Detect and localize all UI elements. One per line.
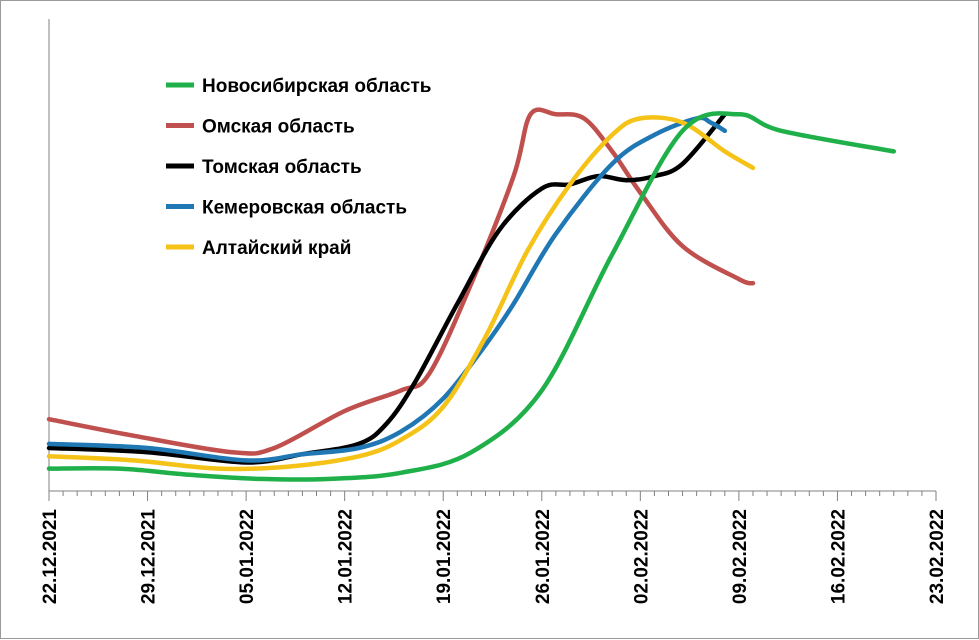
x-tick-label: 29.12.2021	[139, 509, 160, 605]
series-line-4	[46, 115, 728, 463]
legend-label: Алтайский край	[202, 238, 351, 259]
legend: Новосибирская область Омская область Томск…	[166, 76, 431, 259]
series-line-1	[46, 111, 897, 482]
x-tick-label: 12.01.2022	[336, 509, 357, 604]
series-line-2	[46, 107, 756, 456]
series-lines	[46, 107, 897, 482]
x-tick-label: 02.02.2022	[631, 509, 652, 604]
legend-label: Новосибирская область	[202, 76, 431, 97]
x-tick-label: 22.12.2021	[40, 509, 61, 605]
x-tick-label: 09.02.2022	[730, 509, 751, 604]
legend-label: Кемеровская область	[202, 198, 407, 219]
legend-label: Омская область	[202, 117, 355, 138]
x-tick-label: 16.02.2022	[828, 509, 849, 604]
legend-label: Томская область	[202, 157, 362, 178]
x-axis: 22.12.2021 29.12.2021 05.01.2022 12.01.2022…	[40, 19, 948, 604]
x-tick-label: 23.02.2022	[927, 509, 948, 604]
x-tick-label: 19.01.2022	[434, 509, 455, 604]
x-tick-label: 05.01.2022	[237, 509, 258, 604]
series-line-5	[46, 115, 756, 472]
x-tick-label: 26.01.2022	[533, 509, 554, 604]
